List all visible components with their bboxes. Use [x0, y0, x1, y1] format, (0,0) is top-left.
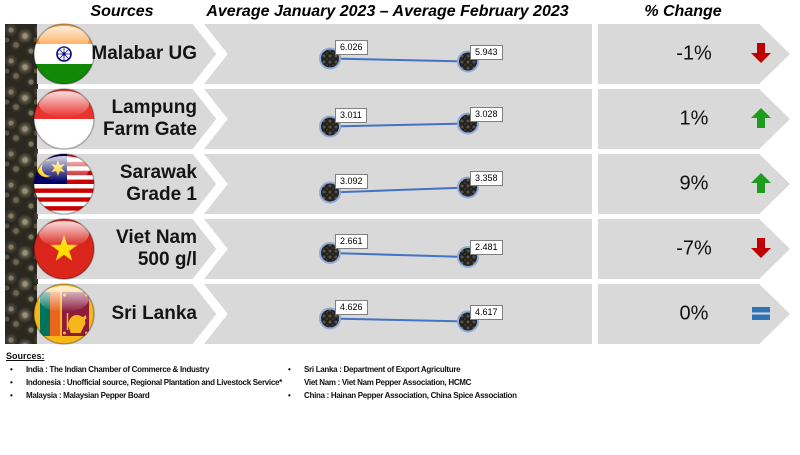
source-label: Sarawak Grade 1 — [119, 162, 197, 205]
value-label-february: 4.617 — [470, 304, 503, 320]
column-header-sources: Sources — [90, 3, 154, 20]
flag-malaysia-icon — [33, 153, 95, 215]
price-row-vietnam: Viet Nam 500 g/l 2.661 2.481 -7% — [0, 213, 800, 285]
source-label: Malabar UG — [91, 43, 197, 64]
value-label-february: 3.028 — [470, 106, 503, 122]
sources-footnote: Sources: • India : The Indian Chamber of … — [6, 351, 576, 400]
peppercorn-photo-strip — [5, 24, 38, 344]
percent-change-value: 1% — [679, 107, 709, 130]
column-header-change: % Change — [644, 3, 722, 20]
percent-change-band: 1% — [598, 89, 790, 149]
flag-india-icon — [33, 23, 95, 85]
percent-change-value: -1% — [676, 42, 712, 65]
percent-change-value: 0% — [679, 302, 709, 325]
trend-arrow-icon — [750, 172, 774, 196]
value-label-january: 2.661 — [335, 233, 368, 249]
flag-vietnam-icon — [33, 218, 95, 280]
column-header-period: Average January 2023 – Average February … — [206, 3, 569, 20]
percent-change-band: 9% — [598, 154, 790, 214]
source-label: Sri Lanka — [111, 303, 197, 324]
source-label: Lampung Farm Gate — [103, 97, 197, 140]
footnote-column-left: • India : The Indian Chamber of Commerce … — [6, 363, 282, 402]
value-label-february: 2.481 — [470, 240, 503, 256]
chevron-separator-icon — [192, 213, 228, 285]
chevron-separator-icon — [192, 18, 228, 90]
percent-change-band: 0% — [598, 284, 790, 344]
value-label-january: 6.026 — [335, 39, 368, 55]
trend-arrow-icon — [750, 237, 774, 261]
price-row-india: Malabar UG 6.026 5.943 -1% — [0, 18, 800, 90]
price-row-srilanka: Sri Lanka 4.626 4.617 0% — [0, 278, 800, 350]
value-label-january: 3.092 — [335, 173, 368, 189]
percent-change-value: 9% — [679, 172, 709, 195]
footnote-line: • Malaysia : Malaysian Pepper Board — [10, 391, 150, 400]
trend-arrow-icon — [750, 42, 774, 66]
value-label-february: 5.943 — [470, 44, 503, 60]
footnote-line: • Sri Lanka : Department of Export Agricu… — [288, 365, 461, 374]
percent-change-band: -1% — [598, 24, 790, 84]
chevron-separator-icon — [192, 278, 228, 350]
percent-change-band: -7% — [598, 219, 790, 279]
footnote-line: • Indonesia : Unofficial source, Regional… — [10, 378, 282, 387]
trend-arrow-icon — [750, 107, 774, 131]
chevron-separator-icon — [192, 148, 228, 220]
value-label-february: 3.358 — [470, 170, 503, 186]
footnote-column-right: • Sri Lanka : Department of Export Agricu… — [284, 363, 574, 402]
percent-change-value: -7% — [676, 237, 712, 260]
source-label: Viet Nam 500 g/l — [116, 227, 197, 270]
chevron-separator-icon — [192, 83, 228, 155]
price-row-indonesia: Lampung Farm Gate 3.011 3.028 1% — [0, 83, 800, 155]
footnote-line: • China : Hainan Pepper Association, Chin… — [288, 391, 517, 400]
flag-indonesia-icon — [33, 88, 95, 150]
value-label-january: 3.011 — [335, 107, 367, 123]
value-label-january: 4.626 — [335, 299, 368, 315]
footnote-line: Viet Nam : Viet Nam Pepper Association, … — [304, 378, 472, 387]
footnote-line: • India : The Indian Chamber of Commerce … — [10, 365, 210, 374]
trend-arrow-icon — [750, 302, 774, 326]
footnote-title: Sources: — [6, 351, 45, 361]
price-row-malaysia: Sarawak Grade 1 3.092 3.358 9% — [0, 148, 800, 220]
flag-srilanka-icon — [33, 283, 95, 345]
